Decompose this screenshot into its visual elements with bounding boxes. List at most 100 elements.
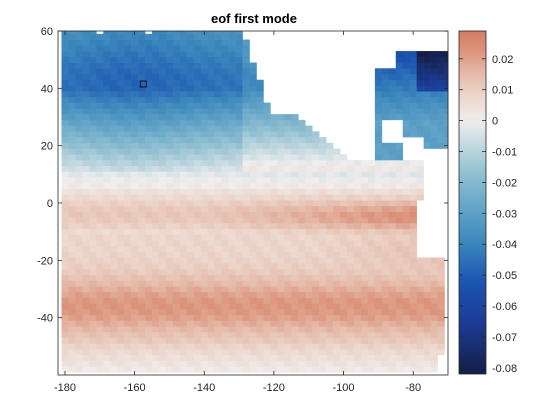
heatmap-cell [110,234,118,241]
heatmap-cell [165,280,174,287]
heatmap-cell [221,39,229,46]
heatmap-cell [242,131,250,138]
heatmap-cell [444,108,449,115]
heatmap-cell [165,102,174,109]
heatmap-cell [305,211,313,218]
heatmap-cell [214,274,222,281]
heatmap-cell [360,354,369,361]
heatmap-cell [270,320,278,327]
heatmap-cell [193,154,202,161]
heatmap-cell [416,56,424,63]
heatmap-cell [158,51,167,58]
heatmap-cell [367,200,376,207]
heatmap-cell [68,68,76,75]
heatmap-cell [312,228,320,235]
heatmap-cell [249,125,257,132]
heatmap-cell [221,246,229,253]
heatmap-cell [172,303,181,310]
heatmap-cell [165,257,174,264]
heatmap-cell [423,320,431,327]
heatmap-cell [96,326,104,333]
heatmap-cell [235,263,243,270]
heatmap-cell [409,68,417,75]
heatmap-cell [89,303,97,310]
heatmap-cell [179,91,188,98]
heatmap-cell [298,337,306,344]
heatmap-cell [256,228,264,235]
heatmap-cell [374,171,383,178]
heatmap-cell [82,102,90,109]
heatmap-cell [270,154,278,161]
heatmap-cell [138,131,146,138]
heatmap-cell [172,286,181,293]
heatmap-cell [82,286,90,293]
heatmap-cell [347,188,355,195]
heatmap-cell [193,280,202,287]
heatmap-cell [61,303,69,310]
heatmap-cell [270,182,278,189]
heatmap-cell [214,211,222,218]
heatmap-cell [207,303,215,310]
heatmap-cell [416,337,424,344]
heatmap-cell [298,200,306,207]
heatmap-cell [270,246,278,253]
heatmap-cell [284,223,292,230]
heatmap-cell [381,217,390,224]
heatmap-cell [110,131,118,138]
heatmap-cell [270,314,278,321]
heatmap-cell [416,119,424,126]
heatmap-cell [249,366,257,373]
heatmap-cell [374,137,383,144]
heatmap-cell [193,240,202,247]
heatmap-cell [207,39,215,46]
heatmap-cell [242,85,250,92]
heatmap-cell [423,108,431,115]
heatmap-cell [416,286,424,293]
heatmap-cell [388,148,397,155]
heatmap-cell [96,246,104,253]
heatmap-cell [388,228,397,235]
heatmap-cell [172,142,181,149]
heatmap-cell [61,326,69,333]
heatmap-cell [256,91,264,98]
heatmap-cell [200,246,209,253]
heatmap-cell [298,228,306,235]
heatmap-cell [172,332,181,339]
heatmap-cell [221,165,229,172]
heatmap-cell [89,280,97,287]
heatmap-cell [75,343,83,350]
heatmap-cell [68,291,76,298]
heatmap-cell [298,257,306,264]
heatmap-cell [395,96,404,103]
heatmap-cell [395,354,404,361]
heatmap-cell [409,246,417,253]
heatmap-cell [186,228,195,235]
heatmap-cell [333,320,341,327]
heatmap-cell [61,108,69,115]
heatmap-cell [242,102,250,109]
colorbar-tick-label: 0 [492,116,498,128]
heatmap-cell [89,326,97,333]
heatmap-cell [228,354,236,361]
heatmap-cell [186,326,195,333]
heatmap-cell [388,217,397,224]
heatmap-cell [305,349,313,356]
heatmap-cell [444,102,449,109]
heatmap-cell [117,31,125,35]
heatmap-cell [207,182,215,189]
heatmap-cell [340,326,348,333]
heatmap-cell [131,200,139,207]
heatmap-cell [430,366,438,373]
heatmap-cell [353,200,362,207]
heatmap-cell [409,228,417,235]
heatmap-cell [172,91,181,98]
heatmap-cell [75,119,83,126]
heatmap-cell [235,332,243,339]
heatmap-cell [263,194,271,201]
heatmap-cell [96,148,104,155]
heatmap-cell [326,354,334,361]
heatmap-cell [110,108,118,115]
heatmap-cell [298,240,306,247]
heatmap-cell [82,211,90,218]
heatmap-cell [242,251,250,258]
